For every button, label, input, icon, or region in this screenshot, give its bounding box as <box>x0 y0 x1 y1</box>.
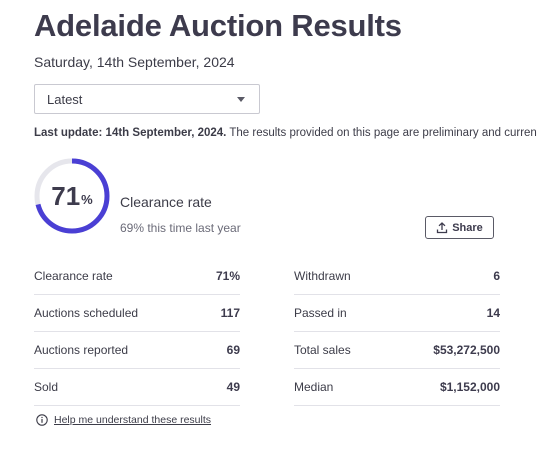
stat-row-passed-in: Passed in 14 <box>294 295 500 332</box>
stat-row-total-sales: Total sales $53,272,500 <box>294 332 500 369</box>
stat-value: 6 <box>493 269 500 283</box>
stat-value: 14 <box>486 306 500 320</box>
stats-table-right: Withdrawn 6 Passed in 14 Total sales $53… <box>294 258 500 406</box>
last-update-date: Last update: 14th September, 2024. <box>34 127 227 139</box>
stat-row-withdrawn: Withdrawn 6 <box>294 258 500 295</box>
stat-row-auctions-reported: Auctions reported 69 <box>34 332 240 369</box>
upload-icon <box>437 221 448 233</box>
stat-label: Sold <box>34 380 59 394</box>
page-title: Adelaide Auction Results <box>34 8 402 43</box>
clearance-gauge <box>34 158 110 234</box>
stat-label: Withdrawn <box>294 269 351 283</box>
stat-value: 71% <box>215 269 240 283</box>
stat-row-clearance-rate: Clearance rate 71% <box>34 258 240 295</box>
help-link[interactable]: Help me understand these results <box>36 414 211 426</box>
date-select[interactable]: Latest <box>34 84 260 114</box>
share-button[interactable]: Share <box>425 216 494 239</box>
stat-row-sold: Sold 49 <box>34 369 240 406</box>
results-date: Saturday, 14th September, 2024 <box>34 54 235 70</box>
stat-value: $53,272,500 <box>433 343 500 357</box>
clearance-rate-number: 71 <box>51 180 81 211</box>
stat-value: 49 <box>226 380 240 394</box>
stat-value: $1,152,000 <box>439 380 500 394</box>
help-link-label: Help me understand these results <box>54 414 212 426</box>
last-update-text: The results provided on this page are pr… <box>226 127 537 139</box>
stat-label: Auctions reported <box>34 343 129 357</box>
stat-label: Median <box>294 380 334 394</box>
stat-row-auctions-scheduled: Auctions scheduled 117 <box>34 295 240 332</box>
stat-row-median: Median $1,152,000 <box>294 369 500 406</box>
stat-label: Passed in <box>294 306 347 320</box>
clearance-rate-label: Clearance rate <box>120 194 212 210</box>
stat-value: 117 <box>220 306 240 320</box>
stat-label: Total sales <box>294 343 351 357</box>
clearance-rate-percent-sign: % <box>81 191 93 207</box>
stats-table-left: Clearance rate 71% Auctions scheduled 11… <box>34 258 240 406</box>
last-update-note: Last update: 14th September, 2024. The r… <box>34 127 537 139</box>
stat-value: 69 <box>226 343 240 357</box>
stat-label: Auctions scheduled <box>34 306 139 320</box>
date-select-value: Latest <box>47 91 83 107</box>
share-label: Share <box>452 221 483 234</box>
clearance-gauge-value: 71% <box>33 157 111 235</box>
info-icon <box>36 414 48 426</box>
stat-label: Clearance rate <box>34 269 113 283</box>
gauge-fill <box>34 158 110 234</box>
chevron-down-icon <box>237 97 245 102</box>
clearance-last-year: 69% this time last year <box>120 221 241 235</box>
